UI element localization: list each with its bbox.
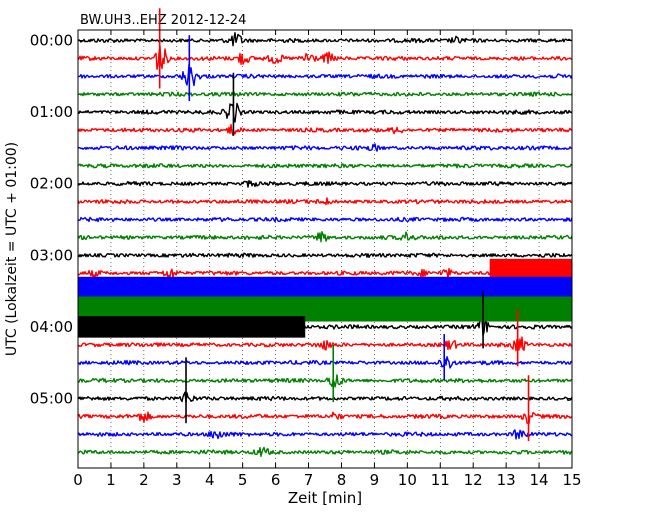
trace-3 (77, 91, 573, 98)
trace-8 (77, 179, 573, 188)
trace-12 (77, 252, 573, 258)
x-tick-label: 9 (370, 471, 380, 489)
y-tick-label: 02:00 (30, 175, 73, 193)
x-tick-label: 15 (562, 471, 581, 489)
x-tick-label: 3 (172, 471, 182, 489)
trace-2 (77, 63, 573, 87)
trace-11 (77, 231, 573, 243)
axes-frame (77, 29, 573, 469)
y-axis-label: UTC (Lokalzeit = UTC + 01:00) (4, 142, 20, 356)
trace-6 (77, 143, 573, 152)
trace-23 (77, 446, 573, 458)
trace-9 (77, 197, 573, 206)
trace-20 (77, 391, 573, 404)
x-tick-label: 4 (205, 471, 215, 489)
x-tick-label: 6 (271, 471, 281, 489)
chart-title: BW.UH3..EHZ 2012-12-24 (80, 13, 246, 28)
y-tick-label: 01:00 (30, 103, 73, 121)
trace-19 (77, 374, 573, 388)
trace-4 (77, 102, 573, 123)
x-tick-label: 14 (530, 471, 549, 489)
trace-5 (77, 124, 573, 137)
x-tick-label: 12 (464, 471, 483, 489)
trace-group (77, 8, 573, 458)
y-tick-label: 00:00 (30, 32, 73, 50)
x-tick-label: 10 (398, 471, 417, 489)
x-axis-ticks: 0 1 2 3 4 5 6 7 8 9 10 11 12 13 14 15 (73, 30, 582, 489)
x-tick-label: 7 (304, 471, 314, 489)
x-tick-label: 0 (73, 471, 83, 489)
x-tick-label: 5 (238, 471, 248, 489)
saturated-block-3 (78, 316, 306, 338)
trace-22 (77, 429, 573, 440)
y-tick-label: 04:00 (30, 318, 73, 336)
y-tick-label: 05:00 (30, 390, 73, 408)
trace-0 (77, 31, 573, 47)
x-tick-label: 8 (337, 471, 347, 489)
trace-21 (77, 411, 573, 425)
y-axis-ticks: 00:00 01:00 02:00 03:00 04:00 05:00 (30, 32, 572, 408)
x-tick-label: 2 (139, 471, 149, 489)
x-axis-label: Zeit [min] (288, 489, 362, 507)
trace-7 (77, 163, 573, 169)
trace-17 (77, 336, 573, 352)
x-tick-label: 11 (431, 471, 450, 489)
y-tick-label: 03:00 (30, 246, 73, 264)
trace-18 (77, 356, 573, 369)
x-tick-label: 1 (106, 471, 116, 489)
trace-10 (77, 216, 573, 223)
x-tick-label: 13 (497, 471, 516, 489)
trace-1 (77, 45, 573, 70)
